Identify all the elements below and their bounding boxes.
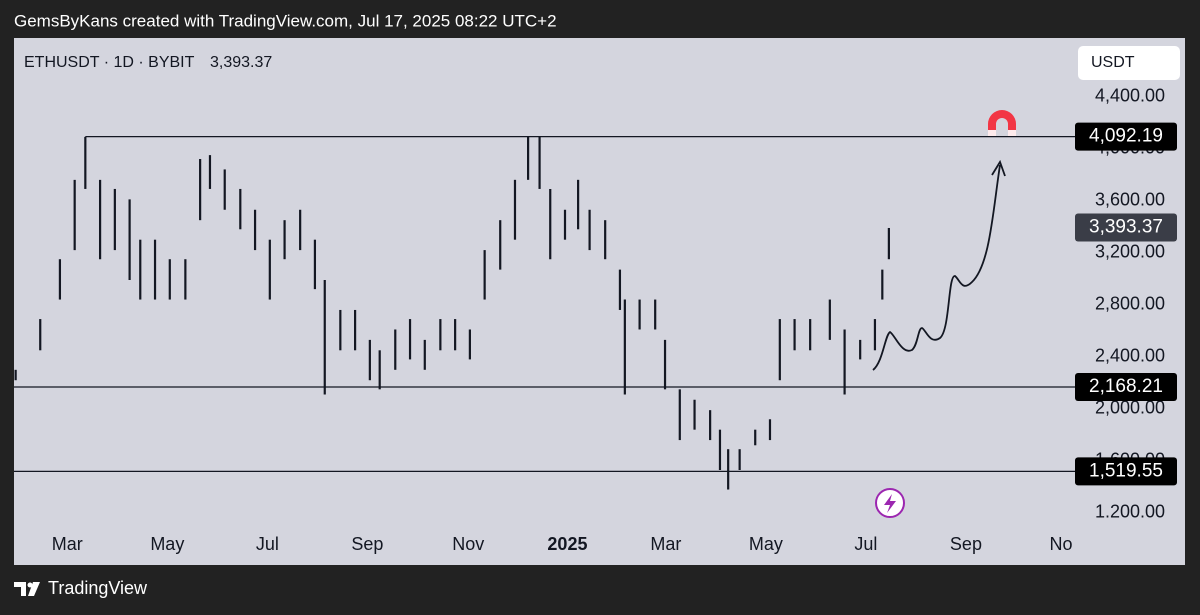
x-tick-label: Mar	[52, 534, 83, 554]
projection-arrowhead	[991, 159, 1006, 177]
x-tick-label: Sep	[351, 534, 383, 554]
x-tick-label: Sep	[950, 534, 982, 554]
x-tick-label: 2025	[547, 534, 587, 554]
header: GemsByKans created with TradingView.com,…	[14, 11, 557, 30]
y-tick-label: 2,400.00	[1095, 346, 1165, 366]
currency-button[interactable]	[1078, 46, 1180, 80]
y-tick-label: 2,000.00	[1095, 398, 1165, 418]
x-tick-label: May	[749, 534, 783, 554]
y-tick-label: 3,200.00	[1095, 241, 1165, 261]
last-price-tag	[1075, 213, 1177, 242]
chart-title: ETHUSDT · 1D · BYBIT	[24, 54, 195, 71]
brand-logo	[14, 582, 40, 596]
y-tick-label: 3,600.00	[1095, 189, 1165, 209]
marks: 1.200.001,600.002,000.002,400.002,800.00…	[14, 85, 1177, 554]
x-tick-label: Jul	[256, 534, 279, 554]
level-tag	[1075, 372, 1177, 401]
x-tick-label: Nov	[452, 534, 484, 554]
level-label: 1,519.55	[1089, 460, 1163, 481]
magnet-icon	[988, 110, 1016, 136]
last-price-label: 3,393.37	[1089, 217, 1163, 238]
level-tag	[1075, 122, 1177, 151]
y-tick-label: 1.200.00	[1095, 502, 1165, 522]
title-price: 3,393.37	[210, 54, 272, 71]
level-tag	[1075, 457, 1177, 486]
brand: TradingView	[48, 578, 148, 598]
x-tick-label: Jul	[854, 534, 877, 554]
projection-curve	[872, 164, 1001, 371]
x-tick-label: No	[1050, 534, 1073, 554]
x-tick-label: May	[150, 534, 184, 554]
y-tick-label: 4,400.00	[1095, 85, 1165, 105]
currency-label[interactable]: USDT	[1091, 54, 1135, 71]
level-label: 4,092.19	[1089, 126, 1163, 147]
level-label: 2,168.21	[1089, 376, 1163, 397]
lightning-icon[interactable]	[875, 488, 905, 518]
y-tick-label: 2,800.00	[1095, 294, 1165, 314]
x-tick-label: Mar	[650, 534, 681, 554]
